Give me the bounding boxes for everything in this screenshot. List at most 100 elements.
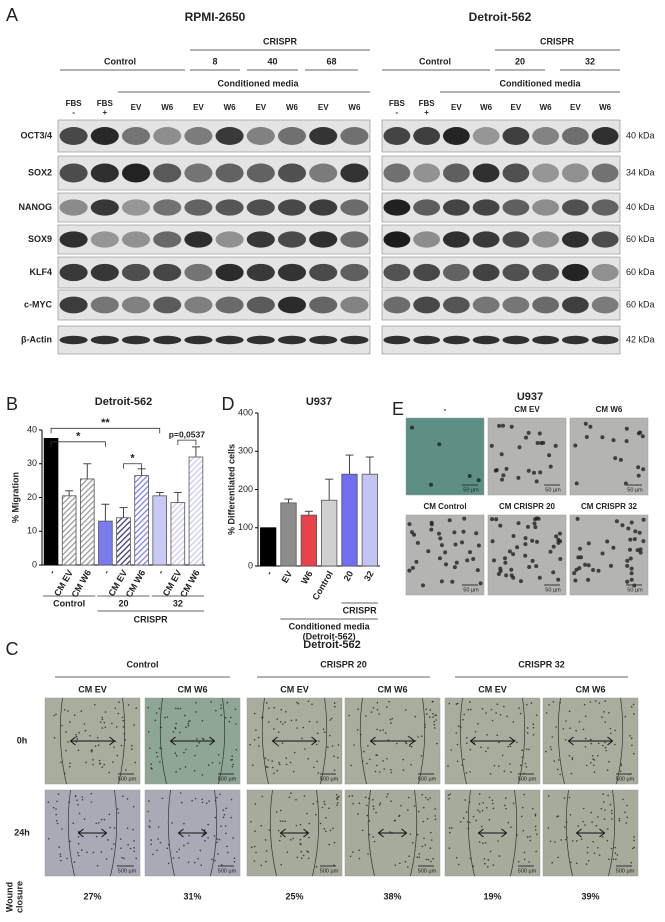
cell — [111, 848, 113, 850]
cell — [325, 817, 327, 819]
cell — [223, 813, 226, 816]
cell — [421, 583, 425, 588]
cell — [603, 818, 606, 820]
band — [153, 127, 182, 145]
cell — [550, 748, 553, 751]
cell — [427, 798, 429, 801]
band — [59, 296, 88, 314]
cell — [185, 748, 187, 751]
band — [532, 163, 560, 183]
panel-letter: D — [222, 394, 235, 414]
cell — [469, 708, 472, 711]
cell — [504, 573, 509, 578]
column-label: CM EV — [478, 684, 507, 694]
cell — [450, 749, 453, 751]
cell — [611, 812, 613, 815]
band — [532, 263, 560, 282]
cell — [278, 763, 281, 766]
lane-label: FBS — [419, 99, 436, 108]
band — [383, 263, 411, 282]
band — [184, 199, 213, 216]
cell — [390, 800, 392, 802]
wound-edge — [467, 789, 475, 877]
cell — [606, 769, 609, 771]
band — [309, 231, 338, 248]
bar — [361, 473, 378, 567]
cell — [297, 702, 300, 705]
cell — [378, 713, 380, 715]
size-label: 42 kDa — [626, 334, 655, 344]
cell — [637, 530, 642, 535]
band — [442, 199, 470, 216]
cell — [204, 839, 206, 842]
cell — [302, 726, 305, 729]
cell — [250, 821, 252, 823]
cell — [439, 579, 444, 584]
cell — [609, 803, 612, 806]
cell — [526, 524, 530, 529]
cell — [299, 823, 302, 826]
lane-label: W6 — [480, 103, 493, 112]
cell — [135, 857, 137, 860]
cell — [292, 770, 295, 773]
significance-label: * — [76, 431, 81, 443]
cell — [551, 861, 553, 864]
cell — [583, 807, 585, 810]
cell — [608, 712, 610, 714]
cell — [336, 804, 338, 807]
cell — [81, 798, 84, 801]
band — [442, 296, 470, 314]
cell — [429, 520, 434, 525]
cell — [363, 750, 365, 753]
cell — [437, 442, 442, 447]
cell — [424, 844, 427, 846]
cell — [578, 546, 582, 551]
cell — [466, 742, 468, 744]
cell — [593, 852, 596, 854]
cell — [322, 728, 325, 730]
cell — [69, 840, 71, 843]
cell — [462, 817, 465, 819]
y-tick-label: 30 — [27, 458, 37, 468]
size-label: 60 kDa — [626, 234, 655, 244]
cell — [150, 839, 153, 841]
cell — [467, 474, 472, 478]
cell — [306, 812, 308, 815]
cell — [478, 581, 483, 586]
cell — [386, 757, 388, 760]
cell — [366, 814, 369, 817]
cell — [90, 801, 93, 803]
cell — [280, 835, 282, 838]
cell — [523, 851, 526, 854]
lane-label: FBS — [66, 99, 83, 108]
band — [413, 296, 441, 314]
cell — [468, 821, 471, 824]
cell — [118, 701, 120, 703]
band — [215, 127, 244, 145]
cell — [529, 839, 532, 842]
cell — [86, 851, 88, 854]
cell — [464, 799, 467, 801]
cell — [410, 530, 414, 535]
cell — [402, 769, 405, 771]
cell — [338, 795, 340, 798]
band — [215, 335, 244, 345]
panel-letter: E — [392, 399, 404, 419]
cell — [68, 765, 71, 768]
cell — [596, 568, 601, 573]
cell — [521, 806, 524, 809]
cell — [465, 558, 470, 563]
bar — [98, 520, 113, 566]
cell — [61, 828, 63, 830]
band — [153, 263, 182, 282]
cell — [117, 812, 120, 814]
cell — [219, 793, 221, 796]
cell — [526, 468, 531, 473]
cell — [116, 808, 119, 810]
cell — [641, 539, 646, 544]
band — [309, 296, 338, 314]
cell — [333, 769, 336, 771]
cell — [605, 539, 610, 544]
cell — [388, 700, 390, 703]
band — [472, 163, 500, 183]
